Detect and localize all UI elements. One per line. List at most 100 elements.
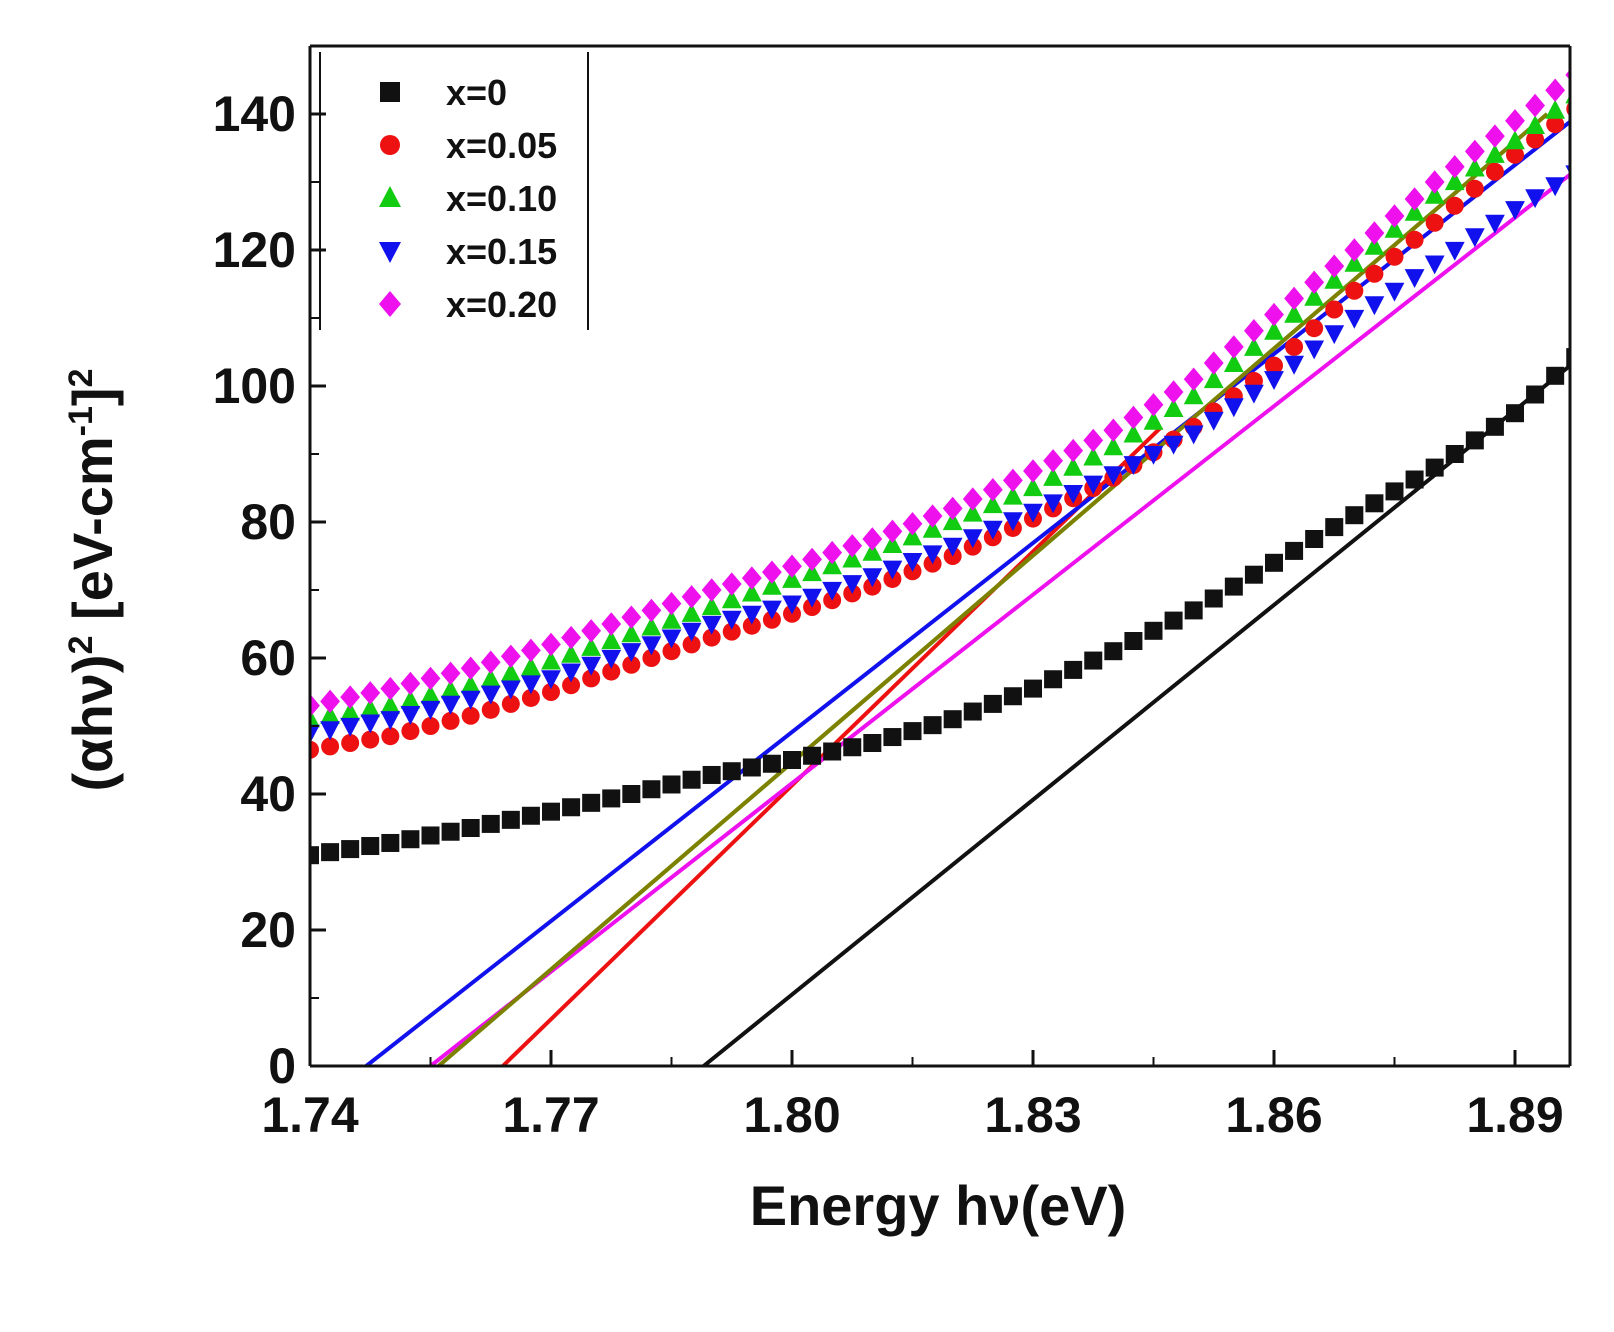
marker-x=0.20 (1545, 78, 1566, 102)
marker-x=0.15 (1244, 384, 1264, 404)
marker-x=0.20 (1304, 270, 1325, 294)
marker-x=0.10 (641, 616, 662, 636)
marker-x=0.15 (561, 663, 581, 683)
marker-x=0.15 (420, 700, 441, 720)
marker-x=0 (1506, 404, 1524, 423)
x-tick-label: 1.89 (1466, 1087, 1563, 1143)
x-tick-label: 1.83 (984, 1087, 1081, 1143)
marker-x=0.15 (802, 588, 822, 608)
marker-x=0.10 (500, 662, 521, 682)
marker-x=0 (1184, 601, 1203, 620)
marker-x=0.10 (1163, 398, 1184, 418)
legend-marker-x=0.05 (380, 135, 400, 155)
marker-x=0.10 (822, 555, 843, 575)
marker-x=0.20 (480, 650, 501, 674)
marker-x=0 (1445, 445, 1464, 463)
marker-x=0.20 (1565, 69, 1570, 81)
marker-x=0.20 (962, 487, 983, 511)
marker-x=0.10 (922, 518, 943, 538)
y-tick-label: 120 (213, 222, 296, 278)
marker-x=0.15 (762, 600, 782, 620)
marker-x=0.10 (962, 502, 983, 522)
legend-label-x=0: x=0 (446, 72, 507, 113)
marker-x=0.15 (1585, 154, 1605, 173)
marker-x=0.10 (1364, 235, 1385, 255)
marker-x=0.10 (1244, 336, 1264, 356)
marker-x=0.20 (1485, 124, 1505, 148)
marker-x=0 (1465, 431, 1484, 450)
marker-x=0.15 (581, 656, 602, 676)
marker-x=0.15 (1404, 269, 1425, 288)
y-axis-title: (αhν)2 [eV-cm-1]2 (61, 368, 124, 791)
marker-x=0 (602, 789, 621, 808)
marker-x=0 (923, 716, 942, 735)
marker-x=0.15 (320, 721, 340, 741)
marker-x=0.05 (1285, 337, 1304, 356)
marker-x=0 (1164, 611, 1183, 630)
marker-x=0 (401, 830, 420, 849)
marker-x=0.10 (882, 534, 903, 554)
legend-label-x=0.15: x=0.15 (446, 231, 557, 272)
marker-x=0 (441, 822, 460, 841)
marker-x=0.10 (842, 548, 863, 568)
marker-x=0.15 (1464, 228, 1485, 248)
marker-x=0.05 (1425, 213, 1444, 232)
data-markers (310, 69, 1605, 865)
y-tick-label: 140 (213, 86, 296, 142)
marker-x=0 (310, 846, 319, 865)
marker-x=0.15 (721, 610, 742, 630)
marker-x=0.20 (1525, 93, 1545, 118)
marker-x=0.05 (762, 610, 781, 629)
legend-label-x=0.20: x=0.20 (446, 284, 557, 325)
y-tick-label: 80 (240, 494, 296, 550)
marker-x=0.20 (1324, 254, 1345, 278)
axes: 0 20 40 60 80 100 120 140 1.74 1.77 1.80 1.83 1.86 1.… (213, 44, 1572, 1143)
x-tick-label: 1.86 (1225, 1087, 1322, 1143)
marker-x=0.10 (1123, 423, 1144, 443)
marker-x=0.10 (1103, 436, 1124, 456)
x-tick-label: 1.80 (743, 1087, 840, 1143)
marker-x=0.10 (1485, 144, 1505, 163)
marker-x=0 (1285, 541, 1304, 560)
legend-label-x=0.05: x=0.05 (446, 125, 557, 166)
marker-x=0.20 (360, 681, 381, 705)
marker-x=0.15 (741, 605, 762, 625)
marker-x=0.10 (1505, 130, 1525, 150)
marker-x=0.20 (1063, 438, 1084, 463)
marker-x=0 (1244, 565, 1263, 584)
marker-x=0.05 (582, 669, 601, 688)
marker-x=0 (1104, 642, 1123, 661)
marker-x=0.10 (782, 569, 802, 588)
marker-x=0.20 (1464, 139, 1485, 164)
marker-x=0.20 (1083, 428, 1104, 453)
marker-x=0.10 (701, 596, 722, 616)
legend-marker-x=0.20 (379, 291, 401, 317)
marker-x=0.10 (440, 679, 461, 699)
marker-x=0.10 (460, 674, 481, 694)
legend-marker-x=0 (380, 82, 400, 102)
marker-x=0 (1084, 651, 1103, 670)
marker-x=0.20 (842, 534, 863, 558)
marker-x=0.05 (1586, 85, 1604, 103)
marker-x=0.05 (1305, 319, 1324, 338)
marker-x=0.10 (982, 494, 1003, 514)
marker-x=0.10 (1384, 218, 1405, 238)
marker-x=0.10 (1003, 485, 1023, 505)
fit-line-olive (437, 112, 1549, 1066)
marker-x=0 (1566, 348, 1570, 367)
marker-x=0.15 (340, 717, 361, 737)
marker-x=0 (1224, 577, 1243, 596)
marker-x=0.20 (1264, 302, 1284, 327)
marker-x=0.10 (480, 668, 501, 688)
marker-x=0 (742, 758, 761, 777)
marker-x=0 (1365, 494, 1384, 513)
marker-x=0.10 (1585, 69, 1605, 88)
marker-x=0.20 (982, 478, 1003, 502)
marker-x=0.05 (1465, 179, 1484, 198)
marker-x=0.10 (340, 701, 361, 721)
marker-x=0.15 (521, 675, 541, 695)
marker-x=0.20 (802, 547, 822, 572)
marker-x=0.15 (1424, 255, 1445, 275)
y-axis-title-exp3: 2 (62, 368, 100, 387)
marker-x=0 (622, 785, 641, 803)
